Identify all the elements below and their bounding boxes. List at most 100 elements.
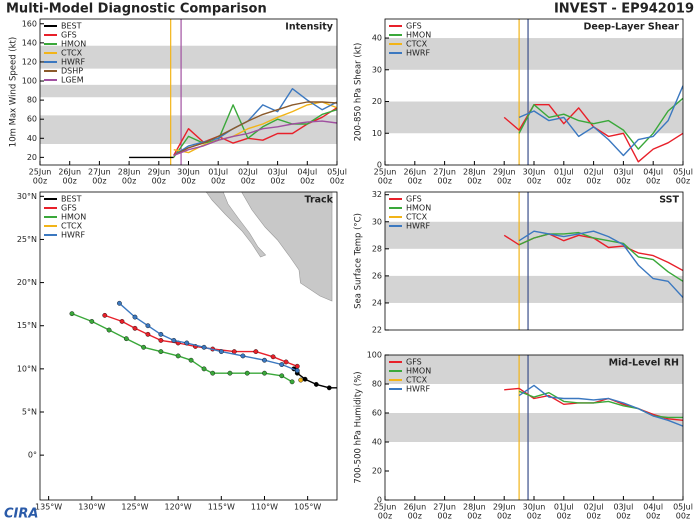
legend-label: HMON — [406, 367, 431, 376]
legend-label: CTCX — [406, 376, 428, 385]
track-point — [69, 311, 75, 317]
legend-label: BEST — [61, 22, 82, 31]
x-tick-sublabel: 00z — [497, 512, 511, 521]
plot-area — [69, 300, 337, 391]
x-tick-sublabel: 00z — [557, 177, 571, 186]
x-tick-label: 02Jul — [584, 168, 604, 177]
y-tick-label: 15°N — [17, 321, 37, 330]
y-tick-label: 100 — [367, 351, 382, 360]
track-point — [123, 336, 129, 342]
x-tick-label: 04Jul — [643, 168, 663, 177]
legend-label: GFS — [61, 31, 77, 40]
band — [385, 413, 683, 442]
plot-frame — [384, 18, 684, 166]
track-point — [145, 323, 151, 329]
y-tick-label: 120 — [22, 57, 37, 66]
y-tick-label: 20 — [27, 153, 37, 162]
legend-label: CTCX — [406, 213, 428, 222]
legend-label: HWRF — [406, 49, 430, 58]
x-tick-label: 04Jul — [297, 168, 317, 177]
y-tick-label: 22 — [372, 326, 382, 335]
logo: CIRA — [4, 507, 38, 522]
y-tick-label: 20 — [372, 467, 382, 476]
x-tick-sublabel: 00z — [181, 177, 195, 186]
y-axis-label: 200-850 hPa Shear (kt) — [354, 43, 364, 142]
y-tick-label: 0 — [377, 496, 382, 505]
y-tick-label: 30°N — [17, 192, 37, 201]
track-point — [102, 312, 108, 318]
x-tick-label: 29Jun — [493, 168, 516, 177]
track-point — [326, 385, 332, 391]
x-tick-sublabel: 00z — [330, 177, 344, 186]
x-tick-label: 30Jun — [523, 168, 546, 177]
x-tick-sublabel: 00z — [378, 512, 392, 521]
y-tick-label: 32 — [372, 190, 382, 199]
track-point — [158, 349, 164, 355]
x-tick-label: 115°W — [208, 503, 235, 512]
y-tick-label: 20 — [372, 97, 382, 106]
x-tick-label: 26Jun — [58, 168, 81, 177]
legend-label: LGEM — [61, 76, 84, 85]
series-line — [518, 85, 683, 157]
y-tick-label: 80 — [372, 380, 382, 389]
legend-label: HMON — [406, 31, 431, 40]
x-tick-sublabel: 00z — [437, 512, 451, 521]
x-tick-label: 130°W — [78, 503, 105, 512]
track-point — [218, 349, 224, 355]
x-tick-label: 25Jun — [374, 168, 397, 177]
legend-label: HWRF — [406, 385, 430, 394]
header-title: Multi-Model Diagnostic Comparison — [6, 2, 267, 17]
x-tick-label: 25Jun — [374, 503, 397, 512]
series-line — [518, 231, 683, 282]
track-point — [279, 373, 285, 379]
x-tick-sublabel: 00z — [467, 177, 481, 186]
x-tick-label: 26Jun — [403, 503, 426, 512]
track-point — [89, 319, 95, 324]
track-point — [145, 331, 151, 337]
plot-area — [385, 355, 683, 500]
x-tick-sublabel: 00z — [378, 177, 392, 186]
x-tick-sublabel: 00z — [63, 177, 77, 186]
panel-title: Mid-Level RH — [609, 358, 679, 369]
x-tick-label: 30Jun — [523, 503, 546, 512]
y-tick-label: 5°N — [22, 408, 37, 417]
legend-label: CTCX — [61, 222, 83, 231]
x-tick-label: 29Jun — [147, 168, 170, 177]
legend-label: GFS — [406, 195, 422, 204]
x-tick-label: 28Jun — [463, 168, 486, 177]
legend-label: HMON — [406, 204, 431, 213]
x-tick-sublabel: 00z — [616, 177, 630, 186]
band — [385, 101, 683, 134]
mainland — [241, 192, 333, 302]
land — [205, 192, 333, 302]
legend-label: CTCX — [406, 40, 428, 49]
track-point — [210, 370, 216, 376]
plot-area — [385, 192, 683, 330]
x-tick-label: 02Jul — [584, 503, 604, 512]
y-tick-label: 30 — [372, 65, 382, 74]
y-tick-label: 10 — [372, 129, 382, 138]
x-tick-sublabel: 00z — [497, 177, 511, 186]
x-tick-sublabel: 00z — [676, 512, 690, 521]
x-tick-sublabel: 00z — [467, 512, 481, 521]
x-tick-label: 01Jul — [554, 503, 574, 512]
x-tick-label: 26Jun — [403, 168, 426, 177]
band — [385, 221, 683, 249]
series-line — [71, 312, 293, 383]
x-tick-sublabel: 00z — [408, 512, 422, 521]
track-point — [132, 314, 138, 320]
band — [40, 45, 337, 69]
x-tick-label: 125°W — [121, 503, 148, 512]
band — [385, 355, 683, 384]
band — [385, 38, 683, 70]
x-tick-sublabel: 00z — [92, 177, 106, 186]
plot-frame — [384, 191, 684, 331]
x-tick-sublabel: 00z — [676, 177, 690, 186]
x-tick-label: 03Jul — [613, 168, 633, 177]
legend-label: BEST — [61, 195, 82, 204]
series-line — [518, 230, 683, 298]
track-point — [294, 363, 300, 369]
y-axis-label: 10m Max Wind Speed (kt) — [9, 37, 19, 147]
panel-title: SST — [659, 195, 679, 206]
x-tick-sublabel: 00z — [586, 512, 600, 521]
